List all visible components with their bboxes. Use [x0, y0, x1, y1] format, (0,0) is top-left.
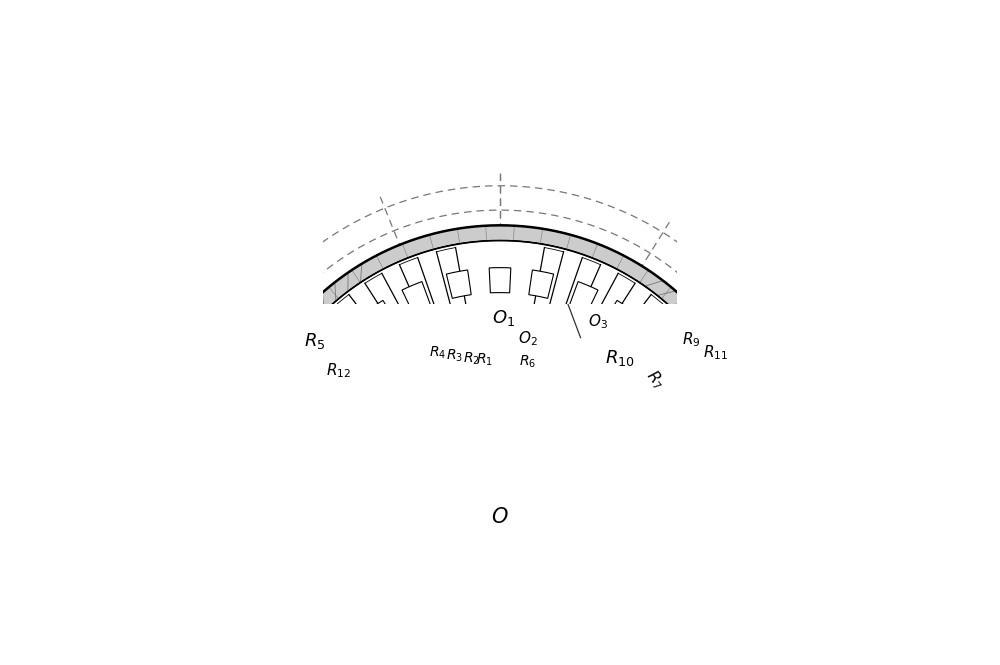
- Text: $R_6$: $R_6$: [519, 353, 536, 370]
- Polygon shape: [530, 247, 564, 329]
- Text: $R_5$: $R_5$: [304, 331, 326, 351]
- Polygon shape: [333, 327, 365, 358]
- Text: $R_{10}$: $R_{10}$: [605, 348, 635, 368]
- Polygon shape: [581, 273, 635, 350]
- Text: $R_1$: $R_1$: [476, 352, 493, 368]
- Text: $O_3$: $O_3$: [588, 313, 608, 331]
- Polygon shape: [273, 225, 727, 359]
- Polygon shape: [529, 270, 554, 299]
- Text: $O_4$: $O_4$: [592, 285, 616, 305]
- Text: $R_3$: $R_3$: [446, 348, 463, 364]
- Text: $O_2$: $O_2$: [518, 329, 537, 348]
- Polygon shape: [402, 281, 431, 313]
- Polygon shape: [424, 332, 576, 366]
- Polygon shape: [635, 327, 667, 358]
- Polygon shape: [623, 321, 693, 386]
- Text: $R_2$: $R_2$: [463, 350, 480, 367]
- Polygon shape: [365, 301, 396, 332]
- Text: $R_{11}$: $R_{11}$: [703, 343, 729, 362]
- Polygon shape: [568, 311, 660, 386]
- Text: $R_{12}$: $R_{12}$: [326, 361, 351, 380]
- Text: $O$: $O$: [491, 507, 509, 527]
- Polygon shape: [399, 257, 444, 337]
- Polygon shape: [365, 273, 419, 350]
- Polygon shape: [340, 311, 432, 386]
- Polygon shape: [603, 295, 666, 366]
- Text: $R_8$: $R_8$: [554, 277, 576, 297]
- Polygon shape: [265, 216, 735, 493]
- Polygon shape: [569, 281, 598, 313]
- Polygon shape: [286, 241, 714, 403]
- Polygon shape: [446, 270, 471, 299]
- Text: $R_7$: $R_7$: [642, 366, 668, 393]
- Polygon shape: [366, 327, 634, 436]
- Polygon shape: [604, 301, 635, 332]
- Polygon shape: [489, 267, 511, 293]
- Polygon shape: [307, 321, 377, 386]
- Polygon shape: [556, 257, 601, 337]
- Polygon shape: [436, 247, 470, 329]
- Text: $R_9$: $R_9$: [682, 330, 701, 349]
- Text: $R_4$: $R_4$: [429, 345, 446, 361]
- Text: $O_1$: $O_1$: [492, 309, 515, 329]
- Polygon shape: [334, 295, 397, 366]
